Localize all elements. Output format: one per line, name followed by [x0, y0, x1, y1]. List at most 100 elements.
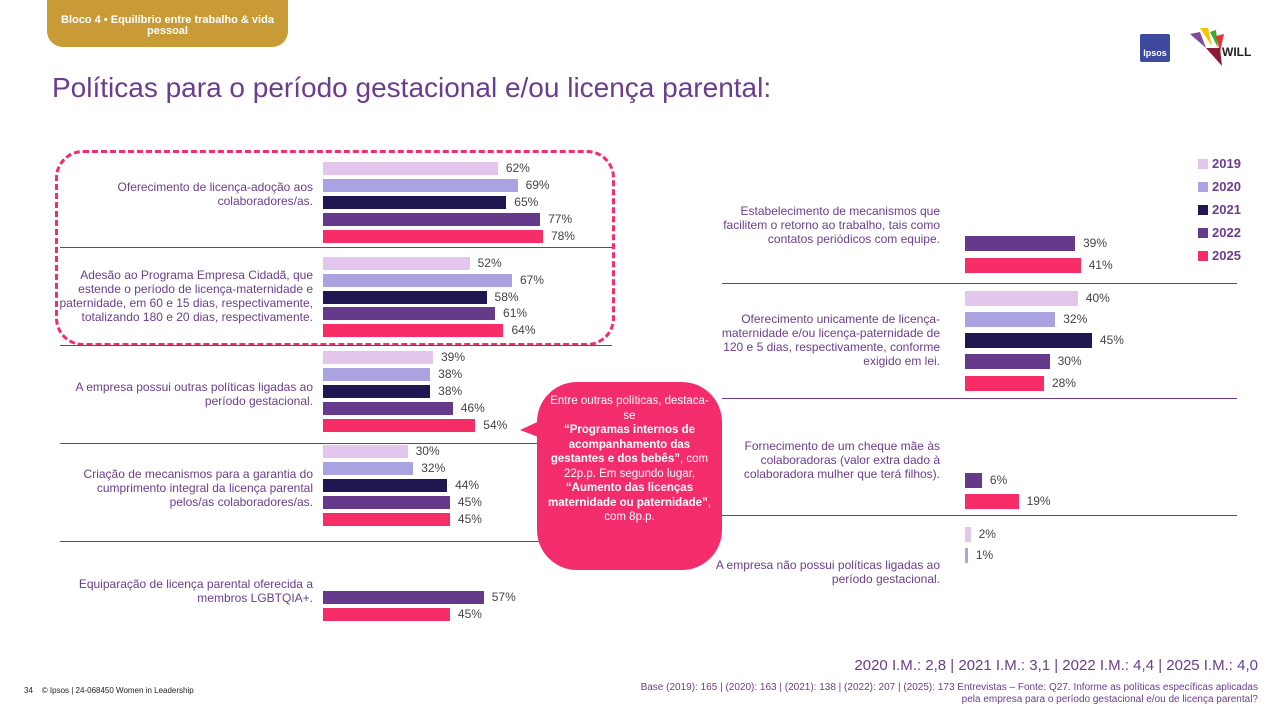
data-label: 38% — [438, 384, 463, 398]
im-index: 2020 I.M.: 2,8 | 2021 I.M.: 3,1 | 2022 I… — [854, 657, 1258, 674]
bar-2019 — [323, 256, 470, 270]
callout-highlight-1: “Programas internos de acompanhamento da… — [550, 424, 695, 465]
bar-2021 — [323, 384, 431, 398]
bar-2025 — [323, 607, 450, 621]
data-label: 41% — [1088, 258, 1113, 272]
data-label: 6% — [989, 473, 1008, 487]
data-label: 45% — [1099, 333, 1124, 347]
category-label: Adesão ao Programa Empresa Cidadã, que e… — [59, 268, 314, 324]
category-label: Equiparação de licença parental oferecid… — [78, 577, 313, 605]
callout-highlight-2: “Aumento das licenças maternidade ou pat… — [548, 482, 708, 509]
data-label: 30% — [415, 444, 440, 458]
will-logo: WILL — [1190, 28, 1251, 66]
category-label: Oferecimento de licença-adoção aos colab… — [117, 180, 313, 208]
data-label: 39% — [1082, 236, 1107, 250]
bar-2025 — [323, 512, 450, 526]
category-label: Oferecimento unicamente de licença-mater… — [721, 312, 940, 368]
bar-2022 — [965, 353, 1050, 369]
data-label: 58% — [494, 290, 519, 304]
separator — [60, 443, 612, 444]
callout-bubble: Entre outras políticas, destaca-se “Prog… — [537, 382, 722, 570]
footer-left: 34 © Ipsos | 24-068450 Women in Leadersh… — [24, 686, 194, 695]
legend-item-2021: 2021 — [1198, 198, 1241, 221]
copyright: © Ipsos | 24-068450 Women in Leadership — [41, 686, 194, 695]
data-label: 30% — [1057, 354, 1082, 368]
legend-label: 2019 — [1212, 156, 1241, 171]
separator — [60, 541, 612, 542]
bar-2022 — [965, 235, 1075, 251]
legend-swatch — [1198, 158, 1208, 169]
data-label: 45% — [457, 495, 482, 509]
data-label: 28% — [1051, 376, 1076, 390]
svg-text:WILL: WILL — [1222, 45, 1251, 59]
legend: 2019 2020 2021 2022 2025 — [1198, 152, 1241, 267]
data-label: 57% — [491, 590, 516, 604]
bar-2020 — [965, 311, 1056, 327]
separator — [60, 345, 612, 346]
separator — [60, 247, 612, 248]
callout-end: , com 8p.p. — [604, 496, 711, 524]
data-label: 65% — [514, 195, 539, 209]
bar-2022 — [965, 472, 982, 488]
data-label: 1% — [975, 548, 994, 562]
bar-2022 — [323, 212, 541, 226]
legend-item-2022: 2022 — [1198, 221, 1241, 244]
bar-2020 — [323, 461, 414, 475]
data-label: 69% — [525, 178, 550, 192]
legend-swatch — [1198, 227, 1208, 238]
bar-2025 — [965, 493, 1019, 509]
separator — [722, 283, 1237, 284]
bar-2022 — [323, 306, 496, 320]
data-label: 39% — [440, 350, 465, 364]
data-label: 45% — [457, 607, 482, 621]
data-label: 44% — [455, 478, 480, 492]
data-label: 78% — [550, 229, 575, 243]
bar-2025 — [965, 257, 1081, 273]
bar-2019 — [323, 444, 408, 458]
separator — [722, 398, 1237, 399]
data-label: 54% — [483, 418, 508, 432]
data-label: 52% — [477, 256, 502, 270]
category-label: Estabelecimento de mecanismos que facili… — [723, 204, 940, 246]
page-title: Políticas para o período gestacional e/o… — [52, 72, 772, 103]
category-label: A empresa possui outras políticas ligada… — [75, 380, 313, 408]
data-label: 40% — [1085, 291, 1110, 305]
bar-2020 — [323, 178, 518, 192]
bar-2022 — [323, 401, 453, 415]
bar-2022 — [323, 590, 484, 604]
data-label: 46% — [460, 401, 485, 415]
data-label: 77% — [548, 212, 573, 226]
legend-label: 2021 — [1212, 202, 1241, 217]
bar-2019 — [965, 526, 971, 542]
bar-2021 — [323, 195, 507, 209]
bar-2019 — [323, 350, 433, 364]
category-label: Fornecimento de um cheque mãe às colabor… — [743, 439, 940, 481]
data-label: 67% — [519, 273, 544, 287]
data-label: 32% — [421, 461, 446, 475]
data-label: 64% — [511, 323, 536, 337]
ipsos-logo: Ipsos — [1140, 34, 1170, 62]
data-label: 38% — [438, 367, 463, 381]
legend-item-2020: 2020 — [1198, 175, 1241, 198]
data-label: 19% — [1026, 494, 1051, 508]
bar-2025 — [323, 323, 504, 337]
highlight-box — [55, 150, 615, 346]
bar-2021 — [323, 290, 487, 304]
bar-2025 — [323, 418, 476, 432]
legend-swatch — [1198, 204, 1208, 215]
legend-swatch — [1198, 181, 1208, 192]
bar-2020 — [323, 367, 431, 381]
bar-2025 — [323, 229, 543, 243]
callout-intro: Entre outras políticas, destaca-se — [550, 395, 709, 422]
legend-label: 2025 — [1212, 248, 1241, 263]
category-label: Criação de mecanismos para a garantia do… — [83, 467, 313, 509]
bar-2022 — [323, 495, 450, 509]
bar-2021 — [323, 478, 448, 492]
page-number: 34 — [24, 686, 33, 695]
legend-label: 2022 — [1212, 225, 1241, 240]
bar-2019 — [965, 290, 1078, 306]
category-label: A empresa não possui políticas ligadas a… — [715, 558, 940, 586]
base-note: Base (2019): 165 | (2020): 163 | (2021):… — [640, 682, 1258, 705]
section-tag: Bloco 4 • Equilíbrio entre trabalho & vi… — [47, 0, 288, 47]
callout-mid: , com 22p.p. Em segundo lugar, — [563, 453, 709, 480]
